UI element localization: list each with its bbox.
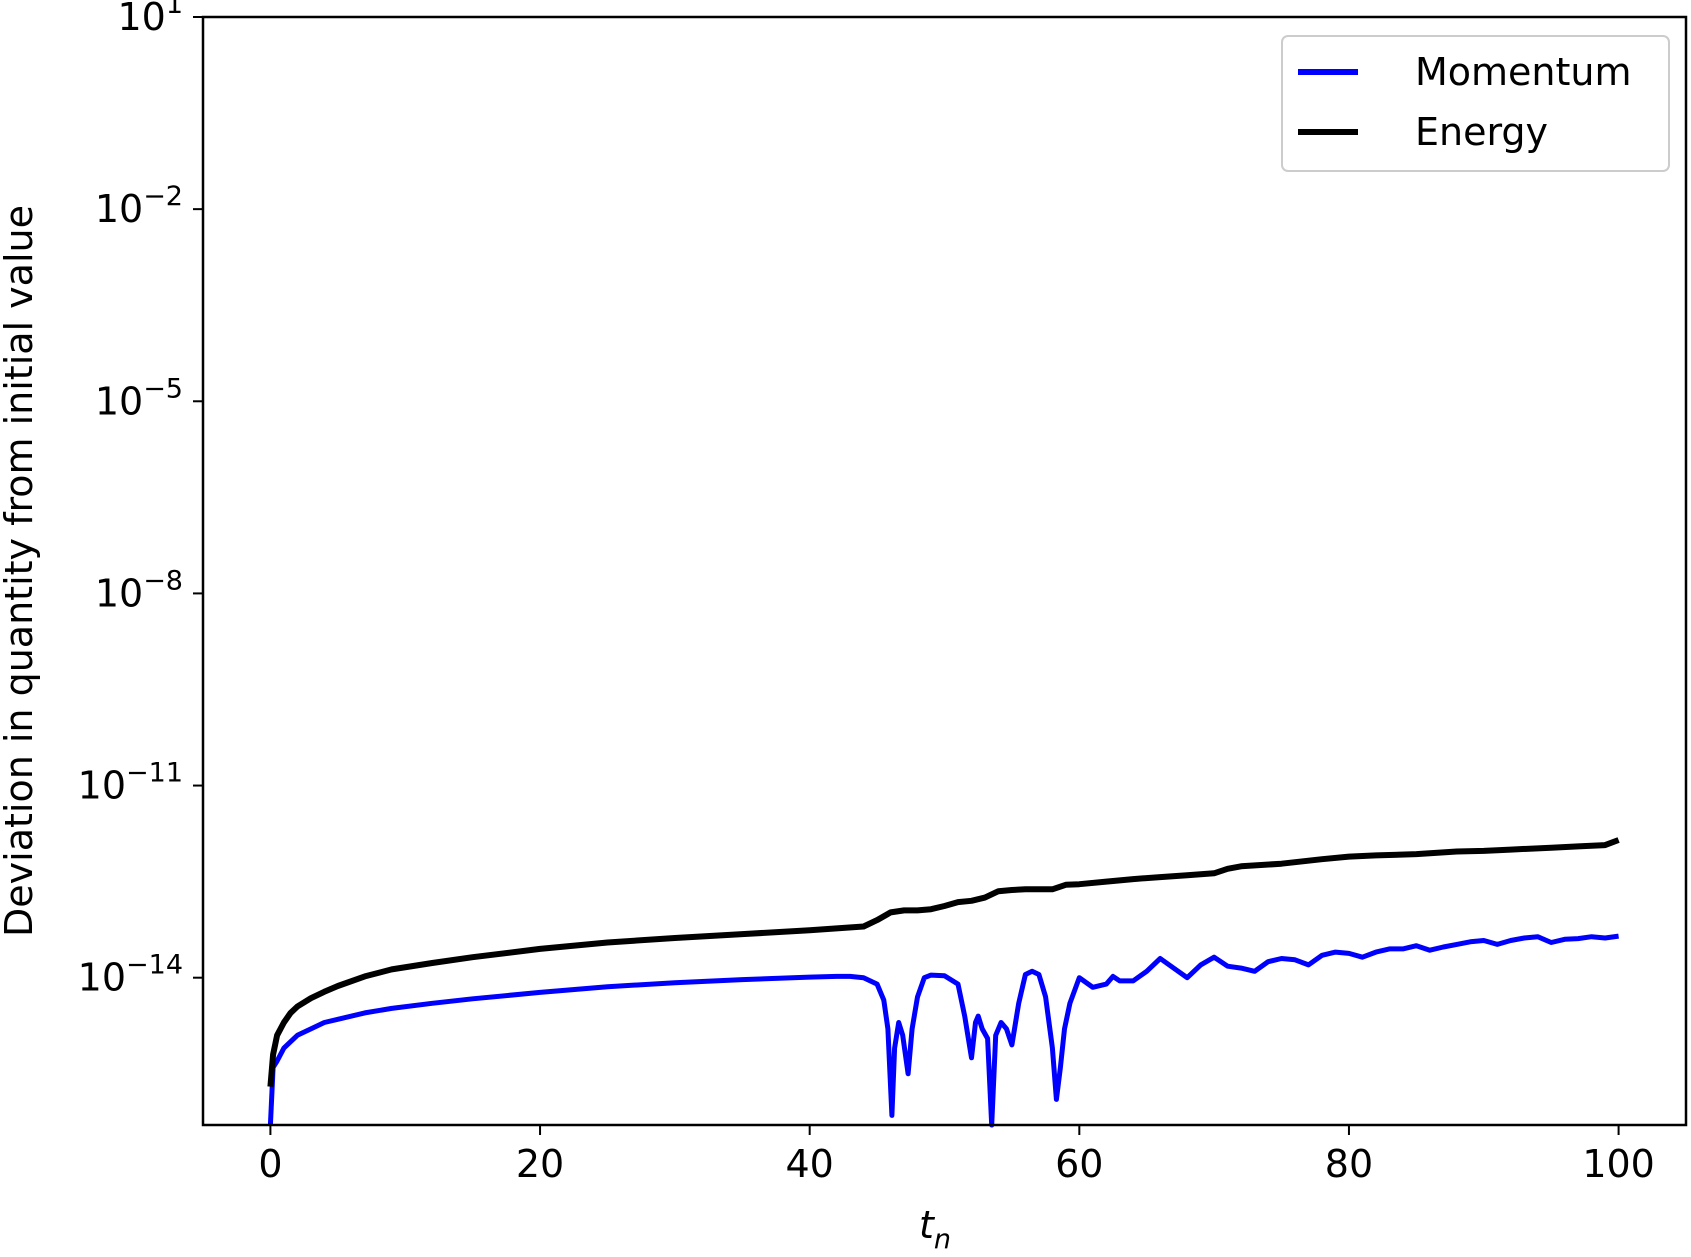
x-tick-label: 80 xyxy=(1325,1142,1373,1186)
y-axis-ticks: 101 10−2 10−5 10−8 10−11 10−14 xyxy=(78,0,203,1000)
x-tick-label: 0 xyxy=(258,1142,282,1186)
y-tick-label: 101 xyxy=(117,0,183,39)
series-line-energy xyxy=(267,837,1620,1087)
legend-label-energy: Energy xyxy=(1415,110,1548,154)
x-tick-label: 60 xyxy=(1055,1142,1103,1186)
x-tick-label: 40 xyxy=(786,1142,834,1186)
plot-frame xyxy=(201,15,1688,1127)
y-tick-label: 10−5 xyxy=(95,373,183,423)
y-tick-label: 10−11 xyxy=(78,758,183,808)
x-tick-label: 20 xyxy=(516,1142,564,1186)
x-axis-ticks: 0 20 40 60 80 100 xyxy=(258,1125,1655,1186)
y-tick-label: 10−2 xyxy=(95,181,183,231)
y-tick-label: 10−8 xyxy=(95,565,183,615)
x-tick-label: 100 xyxy=(1582,1142,1655,1186)
x-axis-label: tn xyxy=(919,1203,951,1253)
y-tick-label: 10−14 xyxy=(78,950,183,1000)
legend: Momentum Energy xyxy=(1281,35,1670,172)
legend-box xyxy=(1281,35,1670,172)
series-layer xyxy=(267,837,1620,1128)
series-line-momentum xyxy=(267,933,1619,1128)
y-axis-label: Deviation in quantity from initial value xyxy=(0,205,41,937)
legend-label-momentum: Momentum xyxy=(1415,50,1632,94)
